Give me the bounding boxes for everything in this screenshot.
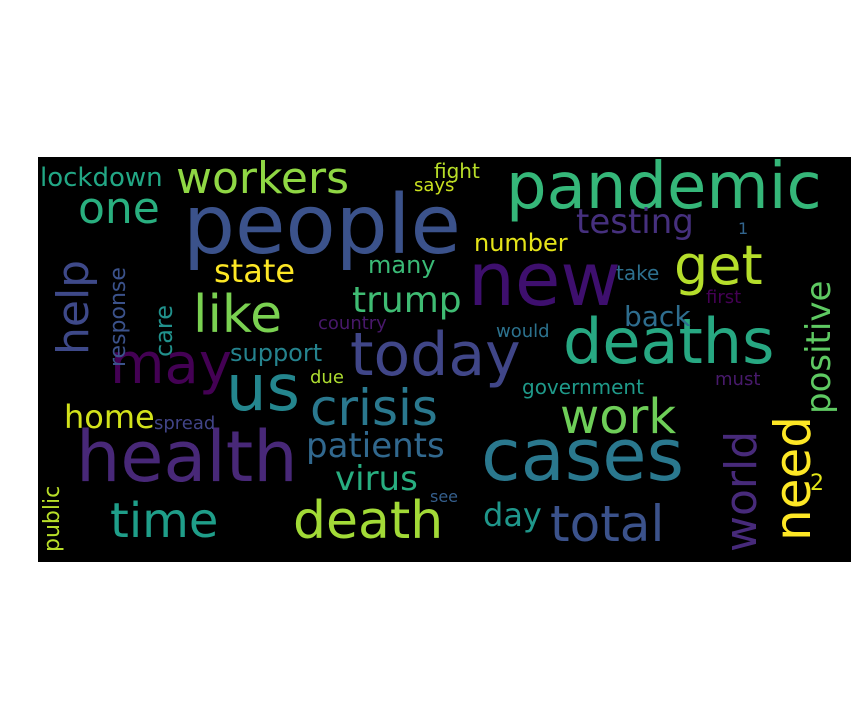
word-take: take — [616, 261, 660, 285]
word-testing: testing — [576, 202, 694, 242]
word-see: see — [430, 487, 459, 506]
word-people: people — [183, 178, 461, 273]
word-total: total — [550, 495, 665, 553]
word-help: help — [48, 259, 99, 355]
word-due: due — [310, 367, 344, 388]
word-2: 2 — [810, 471, 824, 496]
word-country: country — [318, 313, 387, 334]
word-fight: fight — [434, 159, 480, 183]
word-says: says — [414, 175, 455, 196]
word-response: response — [106, 267, 131, 367]
word-health: health — [76, 416, 298, 498]
word-must: must — [715, 369, 761, 390]
word-state: state — [214, 252, 296, 290]
word-support: support — [230, 339, 323, 367]
word-trump: trump — [352, 280, 462, 321]
word-government: government — [522, 375, 644, 399]
word-positive: positive — [799, 280, 839, 414]
word-workers: workers — [176, 157, 349, 204]
word-time: time — [110, 493, 219, 549]
word-lockdown: lockdown — [40, 163, 163, 193]
word-cases: cases — [481, 413, 685, 497]
word-get: get — [674, 234, 763, 297]
word-back: back — [624, 300, 691, 333]
word-first: first — [706, 287, 742, 308]
word-many: many — [368, 251, 436, 279]
word-pandemic: pandemic — [506, 157, 822, 224]
word-public: public — [40, 485, 65, 552]
word-care: care — [150, 304, 178, 357]
word-us: us — [226, 352, 300, 426]
word-today: today — [350, 320, 521, 390]
word-work: work — [560, 389, 677, 445]
word-crisis: crisis — [310, 379, 438, 437]
word-home: home — [64, 398, 155, 436]
word-day: day — [483, 496, 542, 534]
word-patients: patients — [306, 426, 445, 466]
word-would: would — [496, 321, 550, 342]
word-number: number — [474, 229, 568, 257]
word-one: one — [78, 183, 160, 234]
word-virus: virus — [335, 459, 418, 499]
word-1: 1 — [738, 219, 749, 238]
word-world: world — [716, 430, 767, 552]
word-deaths: deaths — [563, 305, 775, 378]
word-spread: spread — [154, 413, 216, 434]
word-new: new — [468, 237, 621, 323]
word-death: death — [293, 491, 444, 551]
word-may: may — [110, 332, 233, 397]
word-like: like — [193, 285, 283, 345]
word-cloud: people pandemic new deaths cases health today u… — [38, 157, 851, 562]
